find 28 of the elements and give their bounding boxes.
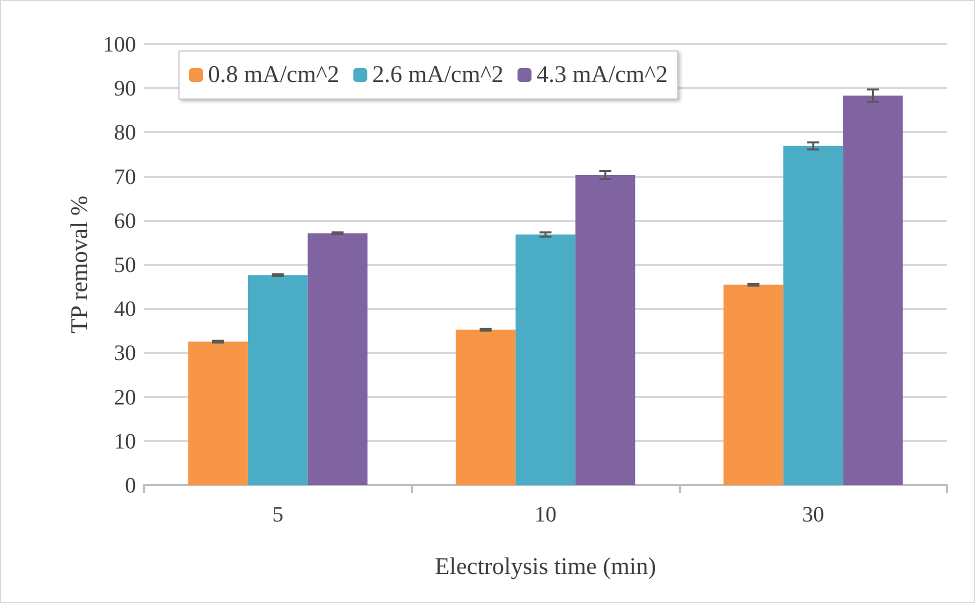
bar	[456, 330, 516, 485]
y-axis-title: TP removal %	[67, 196, 93, 334]
y-tick-label: 20	[114, 384, 136, 410]
y-tick-label: 90	[114, 76, 136, 101]
x-tick-label: 10	[534, 502, 556, 526]
bar	[188, 342, 248, 485]
legend-label: 4.3 mA/cm^2	[536, 62, 668, 88]
legend-label: 0.8 mA/cm^2	[208, 62, 340, 88]
y-tick-label: 70	[114, 164, 136, 189]
y-tick-label: 50	[114, 252, 136, 277]
bar	[843, 96, 903, 485]
x-tick-label: 5	[272, 502, 284, 526]
y-tick-label: 40	[114, 296, 136, 322]
y-tick-label: 100	[103, 32, 136, 56]
bar	[308, 233, 368, 485]
y-tick-label: 60	[114, 208, 136, 233]
bar	[724, 284, 784, 485]
x-axis-title: Electrolysis time (min)	[434, 554, 656, 580]
legend-label: 2.6 mA/cm^2	[372, 62, 504, 88]
x-tick-label: 30	[802, 502, 824, 526]
bar	[516, 234, 576, 485]
bar	[248, 275, 308, 485]
y-tick-label: 30	[114, 340, 136, 366]
y-tick-label: 10	[114, 428, 136, 454]
bar	[783, 146, 844, 485]
y-tick-label: 80	[114, 120, 136, 145]
y-tick-label: 0	[125, 472, 136, 498]
bar	[575, 174, 636, 485]
